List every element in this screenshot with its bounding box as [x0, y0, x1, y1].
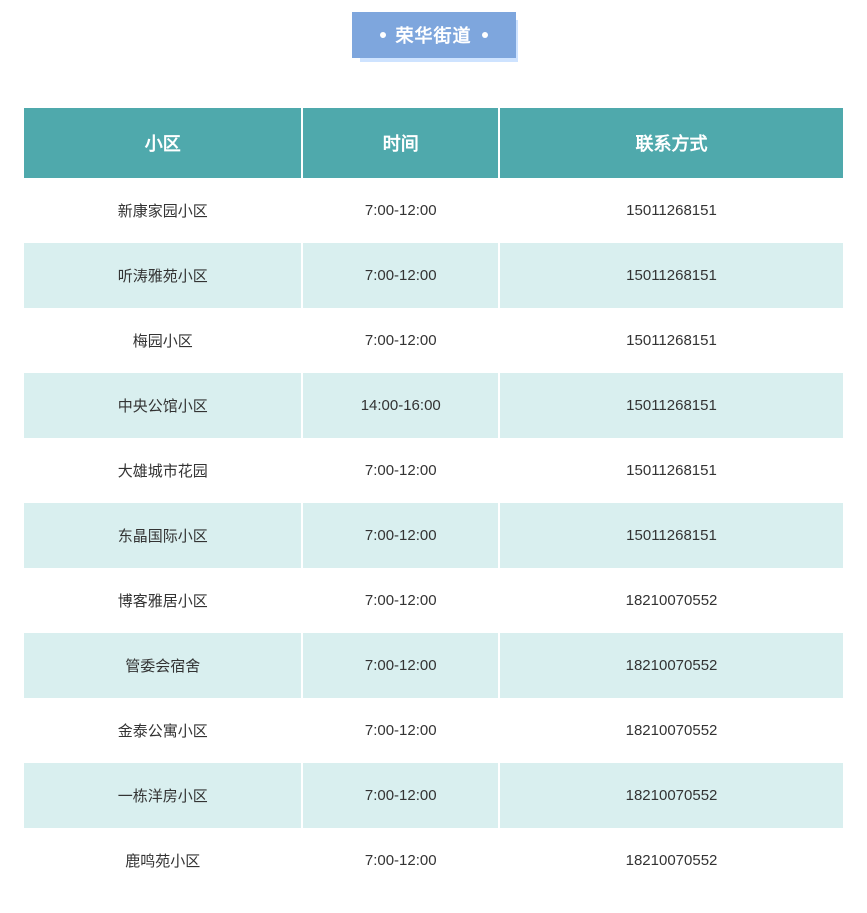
table-cell-time: 7:00-12:00	[302, 633, 499, 698]
table-cell-community: 中央公馆小区	[24, 373, 302, 438]
table-cell-contact: 18210070552	[499, 763, 843, 828]
community-table: 小区 时间 联系方式 新康家园小区 7:00-12:00 15011268151…	[24, 108, 843, 893]
table-row: 中央公馆小区 14:00-16:00 15011268151	[24, 373, 843, 438]
table-cell-time: 7:00-12:00	[302, 568, 499, 633]
table-cell-time: 7:00-12:00	[302, 243, 499, 308]
table-row: 鹿鸣苑小区 7:00-12:00 18210070552	[24, 828, 843, 893]
table-header-contact: 联系方式	[499, 108, 843, 178]
table-row: 金泰公寓小区 7:00-12:00 18210070552	[24, 698, 843, 763]
table-row: 听涛雅苑小区 7:00-12:00 15011268151	[24, 243, 843, 308]
table-cell-community: 听涛雅苑小区	[24, 243, 302, 308]
table-cell-time: 7:00-12:00	[302, 438, 499, 503]
table-header-time: 时间	[302, 108, 499, 178]
table-cell-time: 14:00-16:00	[302, 373, 499, 438]
table-cell-community: 一栋洋房小区	[24, 763, 302, 828]
table-cell-time: 7:00-12:00	[302, 828, 499, 893]
title-dot-right	[482, 32, 488, 38]
title-container: 荣华街道	[24, 12, 843, 58]
table-cell-community: 博客雅居小区	[24, 568, 302, 633]
table-cell-community: 管委会宿舍	[24, 633, 302, 698]
table-cell-time: 7:00-12:00	[302, 308, 499, 373]
table-row: 博客雅居小区 7:00-12:00 18210070552	[24, 568, 843, 633]
table-cell-community: 大雄城市花园	[24, 438, 302, 503]
table-cell-contact: 15011268151	[499, 503, 843, 568]
table-cell-time: 7:00-12:00	[302, 178, 499, 243]
table-cell-contact: 18210070552	[499, 568, 843, 633]
title-dot-left	[380, 32, 386, 38]
table-cell-time: 7:00-12:00	[302, 698, 499, 763]
table-cell-community: 鹿鸣苑小区	[24, 828, 302, 893]
table-body: 新康家园小区 7:00-12:00 15011268151 听涛雅苑小区 7:0…	[24, 178, 843, 893]
table-cell-community: 金泰公寓小区	[24, 698, 302, 763]
table-row: 梅园小区 7:00-12:00 15011268151	[24, 308, 843, 373]
table-cell-community: 新康家园小区	[24, 178, 302, 243]
table-cell-contact: 18210070552	[499, 828, 843, 893]
table-row: 新康家园小区 7:00-12:00 15011268151	[24, 178, 843, 243]
table-cell-community: 梅园小区	[24, 308, 302, 373]
table-cell-contact: 15011268151	[499, 178, 843, 243]
table-cell-community: 东晶国际小区	[24, 503, 302, 568]
table-header-community: 小区	[24, 108, 302, 178]
table-row: 管委会宿舍 7:00-12:00 18210070552	[24, 633, 843, 698]
title-text: 荣华街道	[396, 22, 472, 48]
title-badge: 荣华街道	[352, 12, 516, 58]
table-cell-contact: 15011268151	[499, 243, 843, 308]
table-row: 大雄城市花园 7:00-12:00 15011268151	[24, 438, 843, 503]
table-header-row: 小区 时间 联系方式	[24, 108, 843, 178]
table-row: 东晶国际小区 7:00-12:00 15011268151	[24, 503, 843, 568]
table-cell-contact: 18210070552	[499, 633, 843, 698]
table-cell-contact: 15011268151	[499, 373, 843, 438]
table-row: 一栋洋房小区 7:00-12:00 18210070552	[24, 763, 843, 828]
table-cell-contact: 15011268151	[499, 308, 843, 373]
table-cell-contact: 15011268151	[499, 438, 843, 503]
table-cell-time: 7:00-12:00	[302, 503, 499, 568]
table-cell-contact: 18210070552	[499, 698, 843, 763]
title-main: 荣华街道	[352, 12, 516, 58]
table-cell-time: 7:00-12:00	[302, 763, 499, 828]
